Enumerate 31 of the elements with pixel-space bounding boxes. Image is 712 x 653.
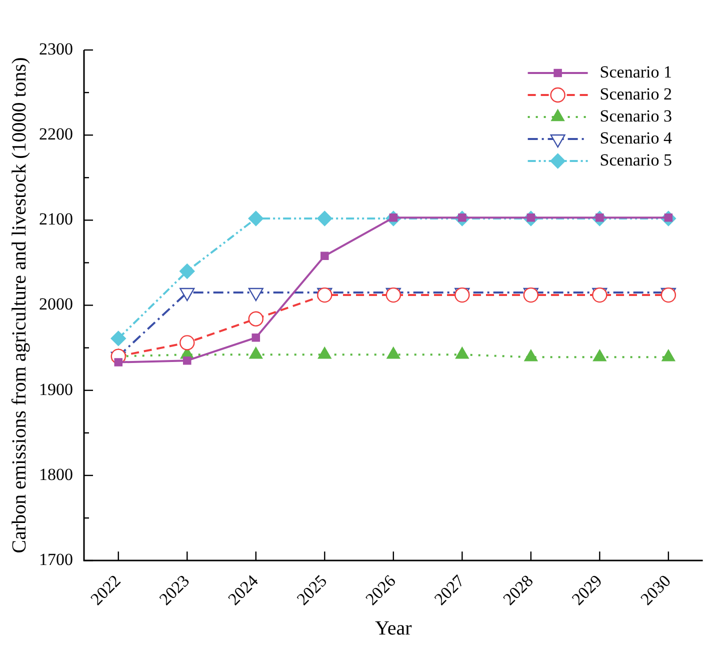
point: [386, 347, 400, 359]
point: [318, 347, 332, 359]
legend-label: Scenario 3: [600, 106, 672, 126]
x-axis-title: Year: [374, 617, 412, 640]
point: [593, 350, 606, 362]
point: [183, 356, 192, 365]
legend-label: Scenario 2: [600, 84, 672, 104]
y-tick-label: 2300: [39, 39, 73, 58]
point: [455, 347, 469, 359]
y-tick-label: 2200: [39, 124, 73, 144]
y-tick-label: 2100: [39, 210, 73, 229]
point: [114, 358, 123, 366]
point: [248, 311, 264, 326]
point: [252, 333, 260, 342]
point: [180, 264, 195, 279]
legend-label: Scenario 1: [600, 62, 672, 82]
point: [248, 210, 264, 226]
legend-label: Scenario 5: [600, 150, 672, 170]
point: [320, 252, 329, 260]
y-tick-label: 1700: [39, 550, 73, 569]
y-tick-label: 1900: [39, 380, 73, 399]
point: [317, 210, 332, 226]
y-tick-label: 2000: [39, 294, 73, 314]
point: [110, 330, 126, 346]
y-axis-title: Carbon emissions from agriculture and livestock (10000 tons): [8, 57, 30, 554]
point: [180, 335, 195, 350]
point: [249, 347, 263, 359]
y-tick-label: 1800: [39, 464, 73, 484]
point: [524, 350, 538, 362]
legend-label: Scenario 4: [600, 128, 673, 148]
point: [662, 350, 676, 362]
